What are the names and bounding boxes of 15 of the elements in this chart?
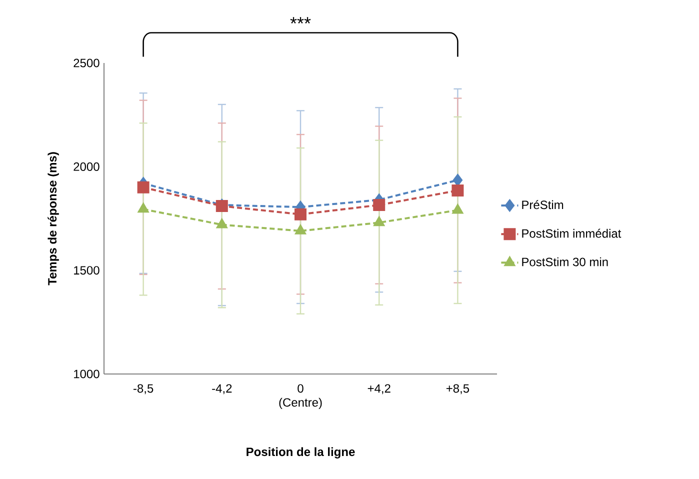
y-tick-label: 1000: [74, 370, 100, 378]
legend-label: PostStim 30 min: [522, 257, 608, 266]
text: ***: [290, 17, 311, 24]
x-axis-title: Position de la ligne: [246, 447, 355, 458]
y-axis-title: Temps de réponse (ms): [48, 152, 59, 286]
legend-label: PréStim: [522, 200, 564, 210]
y-tick-label: 2000: [74, 162, 100, 171]
legend-label: PostStim immédiat: [522, 228, 622, 238]
x-tick-label: +4,2: [368, 384, 390, 394]
x-tick-label: 0 (Centre): [279, 384, 322, 410]
y-tick-label: 1500: [74, 266, 100, 275]
x-tick-label: -4,2: [212, 384, 232, 394]
x-tick-label: -8,5: [134, 384, 154, 394]
x-tick-label: +8,5: [446, 384, 470, 394]
y-tick-label: 2500: [74, 58, 100, 68]
